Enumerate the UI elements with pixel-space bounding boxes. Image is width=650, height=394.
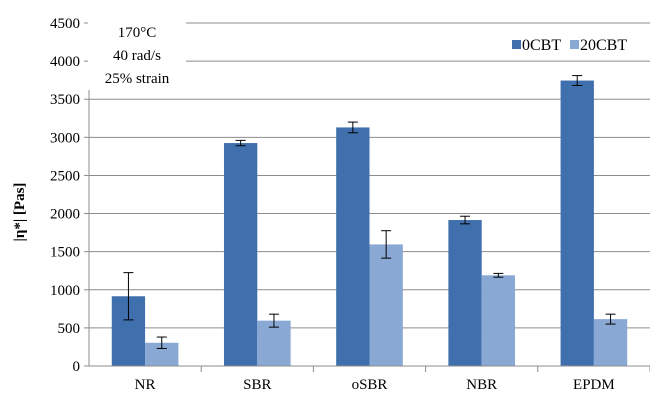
bar-0cbt-nbr	[448, 220, 482, 366]
legend-swatch-20cbt	[570, 40, 579, 49]
x-tick-label: EPDM	[573, 377, 615, 393]
x-tick-label: NBR	[466, 377, 497, 393]
y-tick-label: 1000	[50, 283, 80, 299]
bar-20cbt-sbr	[257, 320, 291, 366]
y-tick-label: 2500	[50, 168, 80, 184]
conditions-background	[88, 18, 186, 90]
bars	[111, 80, 628, 367]
legend-label-20cbt: 20CBT	[580, 37, 627, 54]
y-tick-label: 500	[58, 321, 81, 337]
x-tick-label: SBR	[243, 377, 271, 393]
y-axis-title: |η*| [Pas]	[12, 183, 28, 242]
y-tick-label: 3000	[50, 130, 80, 146]
x-tick-labels: NR SBR oSBR NBR EPDM	[135, 377, 615, 393]
bar-20cbt-epdm	[593, 319, 628, 366]
y-tick-labels: 0 500 1000 1500 2000 2500 3000 3500 4000 4500	[50, 16, 80, 375]
bar-20cbt-osbr	[369, 244, 403, 366]
condition-temperature: 170°C	[118, 25, 157, 41]
legend-swatch-0cbt	[512, 40, 521, 49]
x-tick-label: NR	[135, 377, 156, 393]
condition-frequency: 40 rad/s	[113, 48, 161, 64]
bar-20cbt-nbr	[481, 275, 516, 366]
bar-0cbt-sbr	[223, 143, 258, 366]
bar-20cbt-nr	[145, 342, 179, 366]
x-tick-label: oSBR	[352, 377, 388, 393]
y-tick-label: 2000	[50, 207, 80, 223]
bar-0cbt-epdm	[560, 80, 594, 366]
y-tick-label: 3500	[50, 92, 80, 108]
error-bars	[123, 75, 616, 349]
y-tick-label: 1500	[50, 245, 80, 261]
y-tick-label: 0	[73, 359, 81, 375]
legend: 0CBT 20CBT	[512, 37, 627, 54]
conditions-box: 170°C 40 rad/s 25% strain	[88, 18, 186, 90]
legend-label-0cbt: 0CBT	[522, 37, 561, 54]
bar-0cbt-osbr	[336, 127, 370, 367]
y-tick-label: 4000	[50, 54, 80, 70]
condition-strain: 25% strain	[105, 71, 170, 87]
y-tick-label: 4500	[50, 16, 80, 32]
